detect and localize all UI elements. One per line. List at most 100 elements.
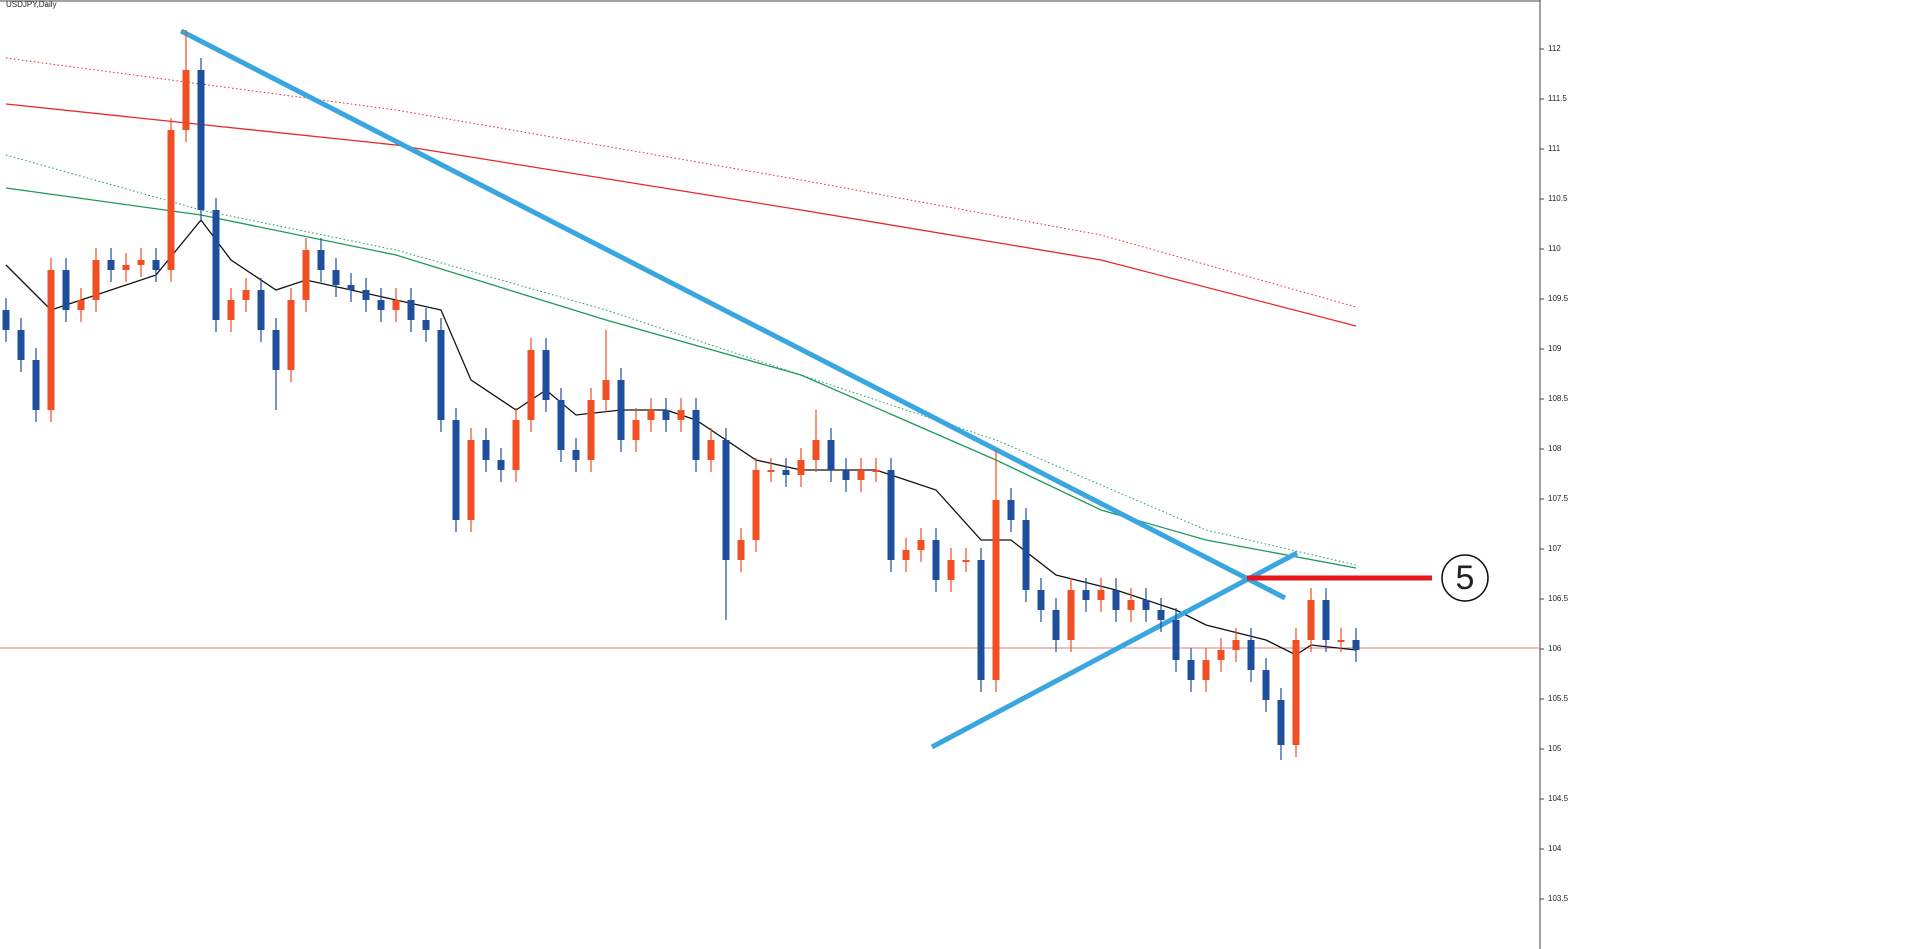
candle-body [152,260,160,270]
y-tick-label: 108 [1548,444,1562,453]
candle-body [782,470,790,475]
candle-body [137,260,145,265]
candle-body [737,540,745,560]
trend-line [179,28,1287,601]
candle-body [317,250,325,270]
y-tick-label: 106.5 [1548,594,1569,603]
candle-body [287,300,295,370]
candle-body [392,300,400,310]
candle-body [1202,660,1210,680]
candle-body [842,470,850,480]
candle-body [542,350,550,400]
moving-average [5,218,1357,656]
candle-body [1172,620,1180,660]
y-tick-label: 109.5 [1548,294,1569,303]
candle-body [812,440,820,460]
candle-body [227,300,235,320]
y-tick-label: 106 [1548,644,1562,653]
candle-body [332,270,340,285]
candle-body [827,440,835,470]
y-tick-label: 105.5 [1548,694,1569,703]
candle-body [587,400,595,460]
candle-body [1247,640,1255,670]
candle-body [2,310,10,330]
candle-body [437,330,445,420]
candle-body [47,270,55,410]
y-tick-label: 108.5 [1548,394,1569,403]
candle-body [167,130,175,270]
annotation-circle [1441,554,1489,602]
candle-body [572,450,580,460]
moving-average [5,187,1357,569]
y-tick-label: 112 [1548,44,1561,53]
moving-average [5,103,1357,327]
chart-title: USDJPY,Daily [6,0,57,9]
candle-body [872,470,880,472]
candle-body [1052,610,1060,640]
candle-body [1142,600,1150,610]
candle-body [272,330,280,370]
candle-body [182,70,190,130]
candle-body [617,380,625,440]
candle-body [1022,520,1030,590]
candle-body [1127,600,1135,610]
candle-body [212,210,220,320]
candle-body [887,470,895,560]
candle-body [467,440,475,520]
y-tick-label: 110.5 [1548,194,1568,203]
candle-body [302,250,310,300]
y-tick-label: 107 [1548,544,1562,553]
candle-body [647,410,655,420]
candle-body [347,285,355,290]
candle-body [1277,700,1285,745]
candle-body [1082,590,1090,600]
candle-body [452,420,460,520]
candle-body [1292,640,1300,745]
y-tick-label: 109 [1548,344,1562,353]
candle-body [752,470,760,540]
y-tick-label: 105 [1548,744,1562,753]
candle-body [1112,590,1120,610]
candle-body [692,410,700,460]
candle-body [917,540,925,550]
candle-body [1337,640,1345,642]
candle-body [62,270,70,310]
candle-body [77,300,85,310]
candle-body [947,560,955,580]
candle-body [242,290,250,300]
candle-body [1037,590,1045,610]
candle-body [1187,660,1195,680]
candle-body [857,470,865,480]
candle-body [1262,670,1270,700]
candle-body [377,300,385,310]
candle-body [527,350,535,420]
candle-body [92,260,100,300]
trend-line [930,550,1299,750]
candle-body [962,560,970,562]
candle-body [797,460,805,475]
y-tick-label: 104 [1548,844,1562,853]
candle-body [122,265,130,270]
candle-body [32,360,40,410]
candle-body [257,290,265,330]
candle-body [1217,650,1225,660]
candle-body [662,410,670,420]
candle-body [362,290,370,300]
candle-body [632,420,640,440]
candle-body [1097,590,1105,600]
candle-body [512,420,520,470]
candle-body [902,550,910,560]
y-tick-label: 104.5 [1548,794,1569,803]
candle-body [1232,640,1240,650]
candle-body [1007,500,1015,520]
annotation: 5 [1456,559,1475,597]
candle-body [197,70,205,210]
y-tick-label: 111 [1548,144,1561,153]
candle-body [1322,600,1330,640]
moving-average [5,57,1357,308]
candle-body [422,320,430,330]
candle-body [1352,640,1360,650]
